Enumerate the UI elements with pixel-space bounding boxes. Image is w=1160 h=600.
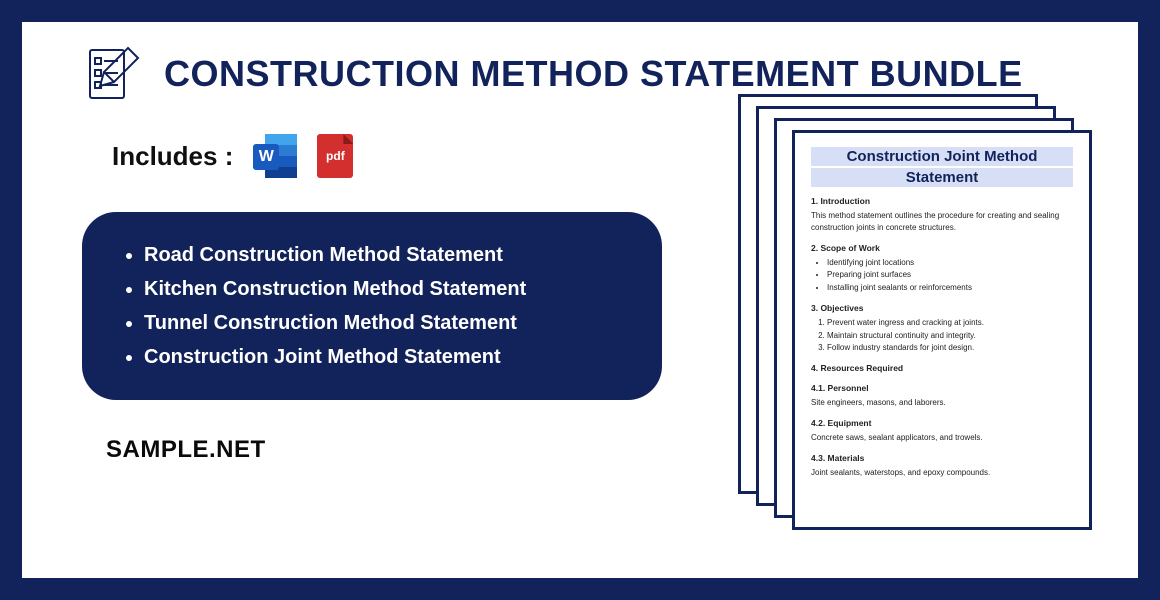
includes-row: Includes : W pdf <box>112 134 698 178</box>
pdf-icon: pdf <box>317 134 353 178</box>
doc-text: This method statement outlines the proce… <box>811 210 1073 233</box>
doc-body: 1. Introduction This method statement ou… <box>811 195 1073 479</box>
pdf-glyph: pdf <box>326 149 345 163</box>
doc-text: Concrete saws, sealant applicators, and … <box>811 432 1073 444</box>
word-icon: W <box>253 134 297 178</box>
brand-label: SAMPLE.NET <box>106 436 698 464</box>
doc-text: Maintain structural continuity and integ… <box>827 330 1073 342</box>
doc-heading: 2. Scope of Work <box>811 242 1073 254</box>
document-stack: Construction Joint Method Statement 1. I… <box>738 94 1098 514</box>
doc-heading: 1. Introduction <box>811 195 1073 207</box>
list-item: Road Construction Method Statement <box>144 238 626 272</box>
stack-page-front: Construction Joint Method Statement 1. I… <box>792 130 1092 530</box>
doc-heading: 4. Resources Required <box>811 362 1073 374</box>
doc-text: Prevent water ingress and cracking at jo… <box>827 317 1073 329</box>
word-glyph: W <box>253 144 279 170</box>
bundle-list-pill: Road Construction Method Statement Kitch… <box>82 212 662 400</box>
bundle-list: Road Construction Method Statement Kitch… <box>134 238 626 374</box>
doc-text: Joint sealants, waterstops, and epoxy co… <box>811 467 1073 479</box>
doc-text: Installing joint sealants or reinforceme… <box>827 282 1073 294</box>
list-item: Tunnel Construction Method Statement <box>144 306 626 340</box>
doc-title-line: Construction Joint Method <box>811 147 1073 166</box>
doc-text: Follow industry standards for joint desi… <box>827 342 1073 354</box>
doc-heading: 4.3. Materials <box>811 452 1073 464</box>
left-column: Includes : W pdf Road Con <box>82 134 698 514</box>
doc-heading: 4.1. Personnel <box>811 382 1073 394</box>
list-item: Kitchen Construction Method Statement <box>144 272 626 306</box>
inner-card: CONSTRUCTION METHOD STATEMENT BUNDLE Inc… <box>22 22 1138 578</box>
page-title: CONSTRUCTION METHOD STATEMENT BUNDLE <box>164 53 1023 95</box>
content-row: Includes : W pdf Road Con <box>82 134 1098 514</box>
doc-heading: 3. Objectives <box>811 302 1073 314</box>
doc-text: Preparing joint surfaces <box>827 269 1073 281</box>
doc-heading: 4.2. Equipment <box>811 417 1073 429</box>
doc-title-line: Statement <box>811 168 1073 187</box>
list-item: Construction Joint Method Statement <box>144 340 626 374</box>
checklist-pencil-icon <box>82 42 146 106</box>
includes-label: Includes : <box>112 141 233 172</box>
doc-text: Site engineers, masons, and laborers. <box>811 397 1073 409</box>
doc-text: Identifying joint locations <box>827 257 1073 269</box>
outer-frame: CONSTRUCTION METHOD STATEMENT BUNDLE Inc… <box>0 0 1160 600</box>
